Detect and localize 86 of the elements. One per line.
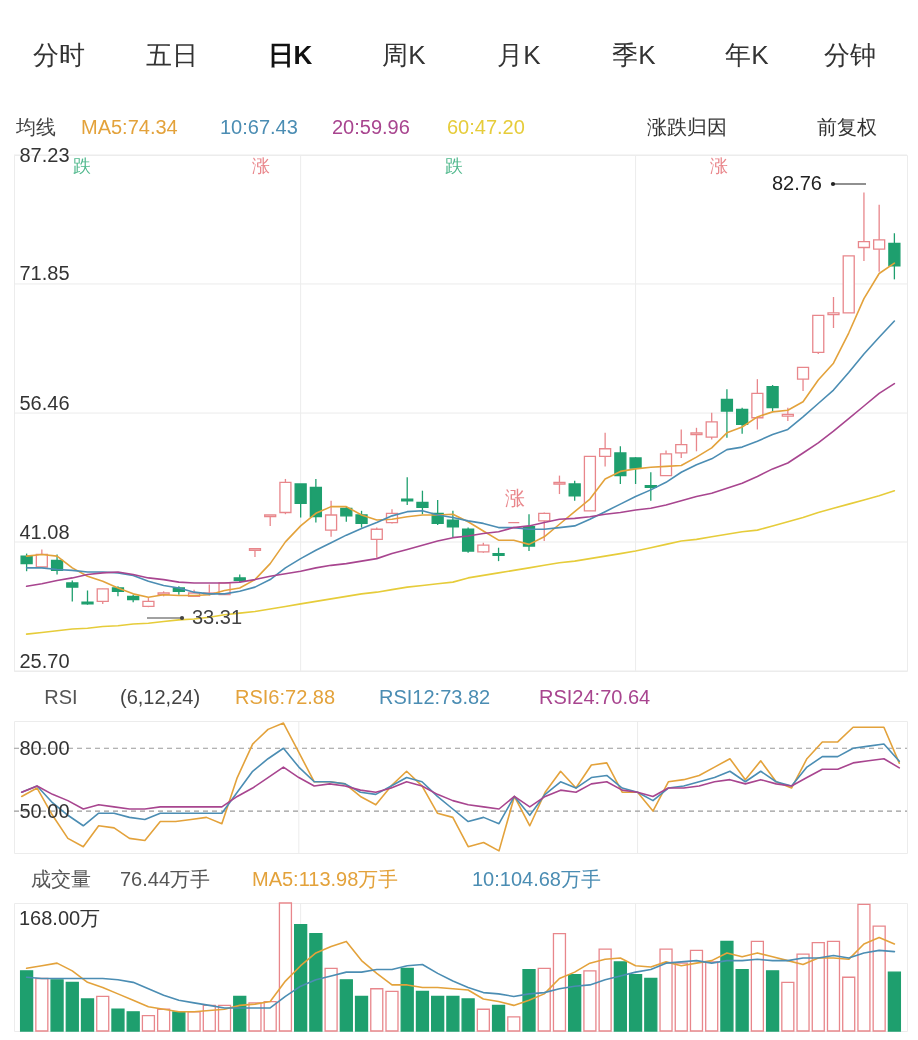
- y-tick-label: 71.85: [19, 262, 70, 285]
- annotation: 168.00万: [19, 907, 101, 929]
- bar: [750, 940, 765, 1032]
- bar: [689, 949, 704, 1032]
- text: 10:67.43: [220, 116, 298, 138]
- annotation: 涨: [505, 487, 525, 509]
- text: MA5:113.98万手: [252, 868, 399, 890]
- text: 分时: [33, 40, 85, 70]
- bar: [309, 933, 323, 1032]
- annotation: 涨: [252, 156, 270, 176]
- text: 月K: [497, 40, 542, 70]
- bar: [659, 948, 673, 1032]
- text: MA5:74.34: [81, 116, 178, 138]
- bar: [522, 968, 536, 1032]
- legend-title: 均线: [15, 116, 56, 138]
- bar: [644, 977, 658, 1032]
- bar: [385, 990, 399, 1032]
- bar: [324, 967, 338, 1032]
- text: RSI12:73.82: [379, 686, 491, 708]
- bar: [705, 961, 719, 1032]
- annotation: 涨: [710, 156, 728, 176]
- text: 周K: [382, 40, 427, 70]
- bar: [826, 940, 841, 1032]
- text: RSI24:70.64: [539, 686, 651, 708]
- y-tick-label: 80.00: [19, 736, 70, 759]
- bar: [50, 979, 64, 1032]
- bar: [141, 1014, 156, 1032]
- text: 60:47.20: [447, 116, 525, 138]
- text: 五日: [146, 40, 198, 70]
- bar: [431, 995, 445, 1032]
- bar: [568, 974, 582, 1032]
- text: 季K: [612, 40, 657, 70]
- bar: [278, 902, 293, 1032]
- bar: [111, 1008, 125, 1032]
- bar: [294, 924, 308, 1032]
- bar: [415, 990, 430, 1032]
- text: 76.44万手: [120, 868, 211, 890]
- chart-title: 成交量: [31, 868, 91, 890]
- annotation: 跌: [73, 156, 91, 176]
- bar: [172, 1011, 186, 1032]
- bar: [552, 933, 567, 1032]
- text: 年K: [725, 40, 770, 70]
- legend-title: (6,12,24): [120, 686, 201, 708]
- bar: [674, 962, 688, 1032]
- bar: [354, 995, 369, 1032]
- bar: [811, 942, 825, 1032]
- bar: [339, 979, 353, 1032]
- series-label: RSI6:72.88: [235, 686, 336, 708]
- bar: [491, 1004, 506, 1032]
- bar: [126, 1011, 140, 1032]
- bar: [156, 1008, 171, 1032]
- y-tick-label: 87.23: [19, 143, 70, 166]
- text: 分钟: [824, 40, 876, 70]
- annotation: 跌: [445, 156, 463, 176]
- text: 10:104.68万手: [472, 868, 601, 890]
- bar: [887, 971, 902, 1032]
- text: 20:59.96: [332, 116, 410, 138]
- bar: [187, 1011, 201, 1032]
- bar: [857, 903, 871, 1032]
- bar: [628, 974, 643, 1032]
- bar: [842, 976, 856, 1032]
- bar: [370, 988, 384, 1032]
- line-series: [20, 722, 901, 852]
- bar: [96, 995, 110, 1032]
- chart-title: RSI: [44, 686, 78, 708]
- bar: [796, 953, 810, 1032]
- bar: [263, 1000, 277, 1032]
- bar: [537, 967, 551, 1032]
- y-tick-label: 25.70: [19, 649, 70, 672]
- bar: [872, 925, 886, 1032]
- bar: [476, 1008, 490, 1032]
- bar: [65, 981, 79, 1032]
- bar: [781, 981, 795, 1032]
- text: 前复权: [817, 116, 877, 138]
- bar: [613, 961, 627, 1032]
- bar: [765, 970, 780, 1032]
- annotation: 82.76: [771, 172, 822, 194]
- bar: [80, 998, 95, 1032]
- bar: [19, 970, 34, 1032]
- bar: [507, 1016, 521, 1032]
- y-tick-label: 41.08: [19, 520, 70, 543]
- bar: [35, 977, 49, 1032]
- text: 日K: [267, 40, 313, 70]
- text: 涨跌归因: [647, 116, 727, 138]
- bar: [400, 967, 414, 1032]
- y-tick-label: 56.46: [19, 391, 70, 414]
